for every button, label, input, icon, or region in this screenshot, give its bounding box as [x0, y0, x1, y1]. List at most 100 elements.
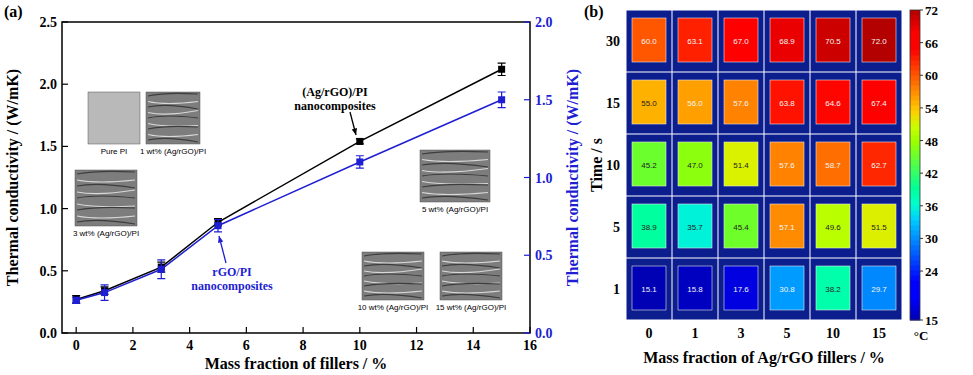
y-tick-label: 1.0 [40, 202, 58, 217]
cell-background [719, 135, 764, 196]
colorbar-segment [910, 195, 920, 201]
cell-background [811, 11, 856, 72]
cell-label: 55.0 [641, 99, 657, 108]
cell-label: 51.4 [733, 161, 749, 170]
inset-texture [422, 182, 488, 185]
plot-frame [62, 22, 530, 333]
colorbar-tick [920, 173, 923, 174]
colorbar-segment [910, 75, 920, 81]
cell-background [857, 135, 902, 196]
heat-cell [632, 80, 666, 124]
column-label: 1 [692, 326, 699, 341]
x-tick [302, 327, 303, 333]
heat-cell [816, 204, 850, 248]
heat-cell [770, 142, 804, 186]
arrow-head [352, 128, 357, 135]
cell-label: 45.4 [733, 223, 749, 232]
series-label-line: nanocomposites [191, 279, 273, 293]
cell-label: 72.0 [871, 37, 887, 46]
inset-label: Pure PI [101, 147, 128, 156]
colorbar-segment [910, 130, 920, 136]
cell-label: 58.7 [825, 161, 841, 170]
heat-cell [678, 18, 712, 62]
heat-cell [678, 142, 712, 186]
inset-texture [364, 264, 422, 268]
x-axis-title: Mass fraction of fillers / % [205, 355, 388, 372]
inset-frame [88, 92, 140, 144]
colorbar-segment [910, 175, 920, 181]
y2-tick [524, 177, 530, 178]
colorbar-segment [910, 120, 920, 126]
cell-background [857, 197, 902, 258]
inset-texture [148, 102, 198, 104]
data-point [73, 297, 80, 304]
cell-label: 17.6 [733, 285, 749, 294]
data-point [498, 96, 505, 103]
heat-cell [678, 266, 712, 310]
inset-image [362, 252, 424, 300]
cell-background [857, 73, 902, 134]
cell-label: 45.2 [641, 161, 657, 170]
colorbar-segment [910, 180, 920, 186]
inset-texture [422, 174, 488, 176]
inset-texture [442, 291, 500, 293]
heat-cell [724, 266, 758, 310]
y-tick-label: 2.0 [40, 77, 58, 92]
heat-cell [678, 80, 712, 124]
colorbar-segment [910, 300, 920, 306]
error-bar [214, 219, 222, 231]
inset-texture [442, 253, 500, 256]
inset-texture [422, 163, 488, 167]
inset-texture [442, 269, 500, 273]
error-bar [72, 296, 80, 303]
colorbar-segment [910, 45, 920, 51]
cell-label: 38.2 [825, 285, 841, 294]
colorbar-segment [910, 70, 920, 76]
colorbar-segment [910, 295, 920, 301]
heat-cell [862, 204, 896, 248]
cell-label: 63.8 [779, 99, 795, 108]
y-tick-label: 2.5 [40, 15, 58, 30]
colorbar-segment [910, 100, 920, 106]
cell-label: 68.9 [779, 37, 795, 46]
cell-label: 35.7 [687, 223, 703, 232]
inset-image [88, 92, 140, 144]
x-tick-label: 14 [466, 338, 480, 353]
figure: (a)Pure PI1 wt% (Ag/rGO)/PI3 wt% (Ag/rGO… [0, 0, 973, 375]
colorbar-tick [920, 75, 923, 76]
colorbar-segment [910, 235, 920, 241]
row-label: 5 [613, 220, 620, 235]
colorbar-segment [910, 280, 920, 286]
colorbar-tick [920, 205, 923, 206]
cell-label: 67.4 [871, 99, 887, 108]
inset-image [440, 252, 502, 300]
colorbar-segment [910, 145, 920, 151]
x-tick [473, 327, 474, 333]
inset-label: 1 wt% (Ag/rGO)/PI [140, 147, 206, 156]
inset-texture [77, 207, 135, 210]
x-tick [189, 327, 190, 333]
x-tick-label: 0 [73, 338, 80, 353]
colorbar-tick-label: 60 [925, 68, 938, 83]
colorbar-segment [910, 150, 920, 156]
colorbar-segment [910, 220, 920, 226]
inset-texture [77, 220, 135, 224]
data-point [356, 158, 363, 165]
heat-cell [770, 80, 804, 124]
cell-label: 56.0 [687, 99, 703, 108]
inset-texture [148, 126, 198, 129]
y2-tick [524, 99, 530, 100]
colorbar-tick-label: 48 [925, 134, 939, 149]
x-tick-label: 4 [186, 338, 193, 353]
colorbar-tick-label: 30 [925, 231, 938, 246]
inset-texture [422, 169, 488, 173]
cell-label: 63.1 [687, 37, 703, 46]
x-tick [76, 327, 77, 333]
inset-texture [77, 216, 135, 218]
cell-background [719, 197, 764, 258]
colorbar-segment [910, 90, 920, 96]
cell-background [673, 73, 718, 134]
colorbar-label: °C [914, 328, 929, 343]
cell-label: 30.8 [779, 285, 795, 294]
colorbar-segment [910, 270, 920, 276]
